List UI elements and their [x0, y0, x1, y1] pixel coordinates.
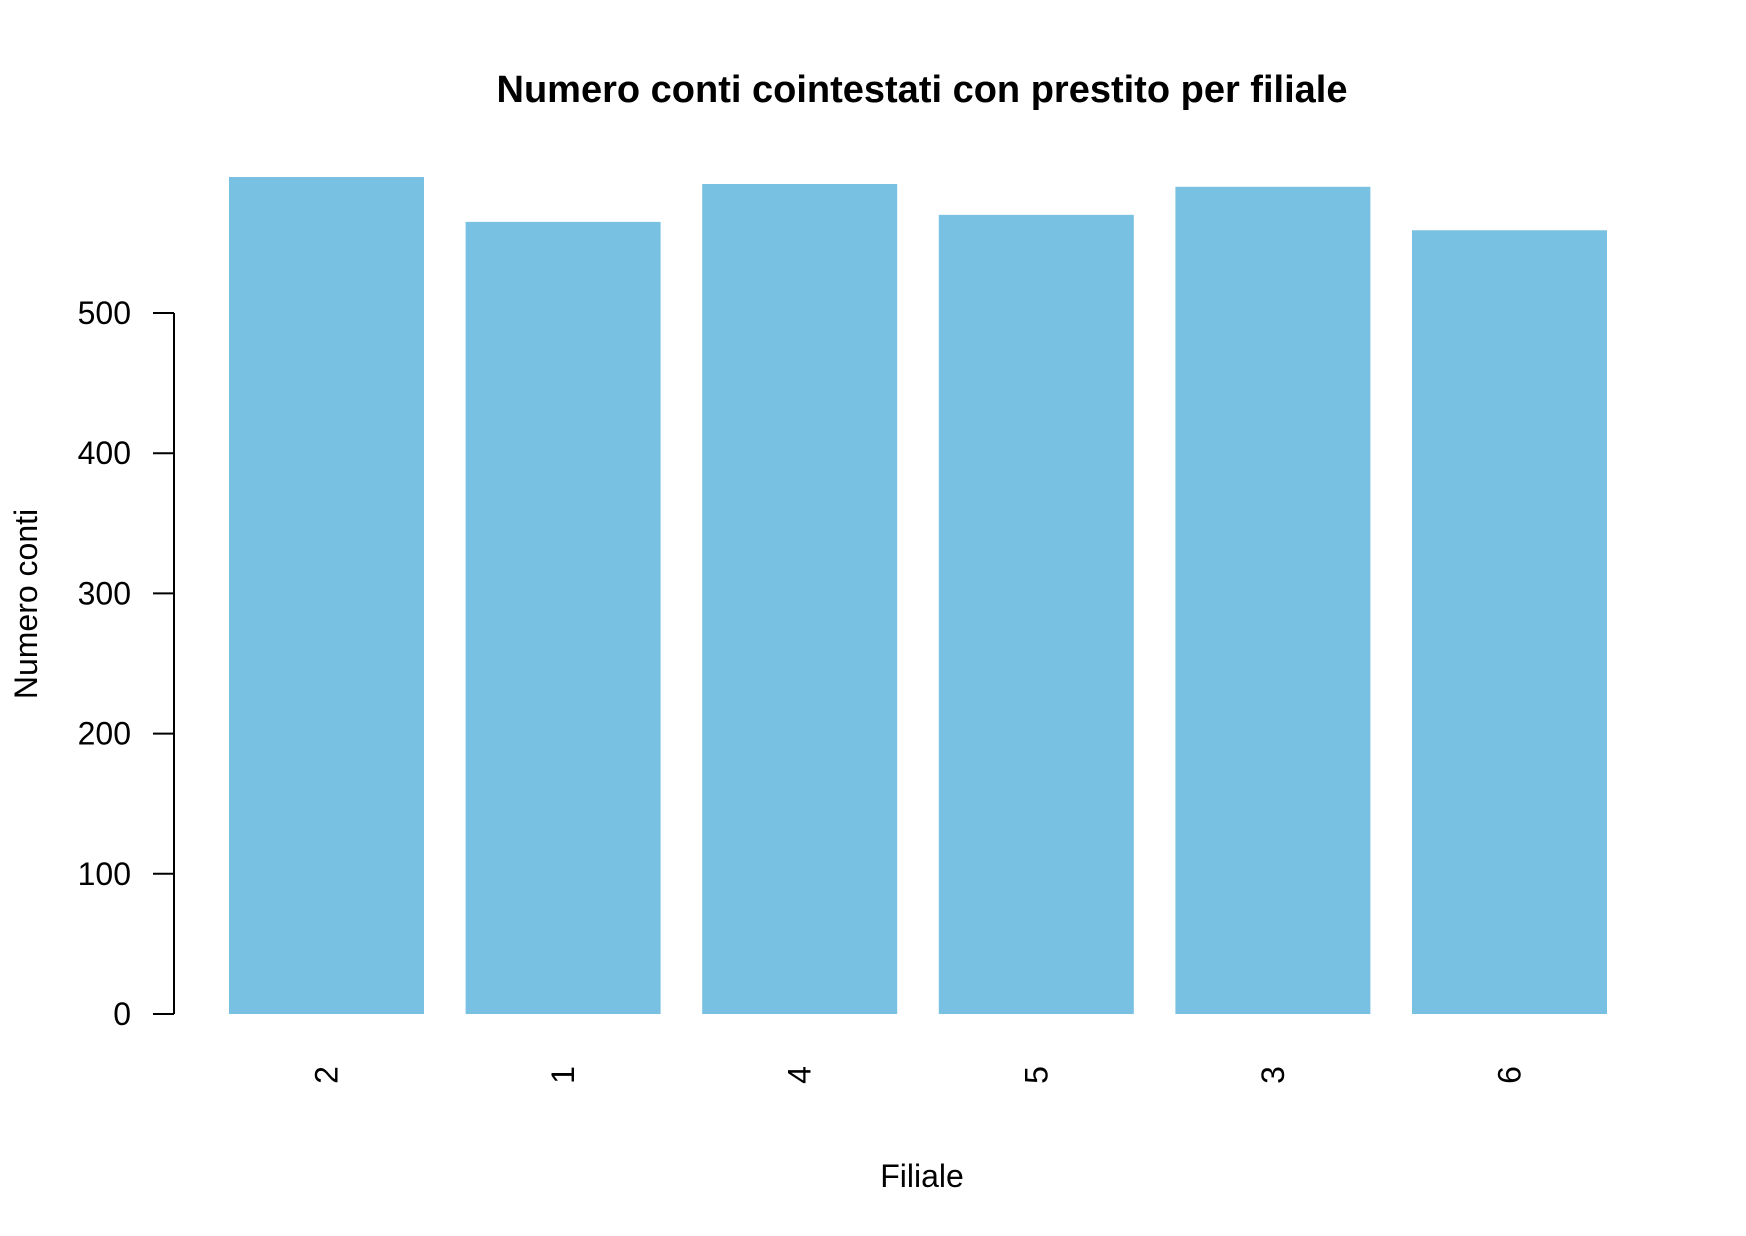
- y-tick-label: 400: [78, 435, 131, 471]
- x-tick-label: 2: [309, 1066, 345, 1084]
- bar-filiale-4: [702, 184, 898, 1015]
- y-tick-label: 0: [113, 996, 131, 1032]
- bar-filiale-6: [1412, 230, 1607, 1015]
- x-axis-label: Filiale: [880, 1158, 964, 1194]
- y-tick-label: 100: [78, 856, 131, 892]
- bar-filiale-3: [1175, 186, 1371, 1014]
- x-tick-label: 1: [545, 1066, 581, 1084]
- bar-filiale-2: [229, 177, 424, 1015]
- x-tick-label: 5: [1018, 1066, 1054, 1084]
- x-tick-label: 6: [1492, 1066, 1528, 1084]
- bar-filiale-1: [465, 221, 661, 1014]
- bars: [229, 177, 1607, 1015]
- y-tick-label: 200: [78, 716, 131, 752]
- y-axis-label: Numero conti: [8, 509, 44, 699]
- bar-filiale-5: [938, 214, 1134, 1015]
- y-tick-label: 500: [78, 295, 131, 331]
- y-ticks: 0 100 200 300 400 500: [78, 295, 174, 1032]
- x-tick-labels: 2 1 4 5 3 6: [309, 1066, 1528, 1084]
- x-tick-label: 3: [1255, 1066, 1291, 1084]
- chart-title: Numero conti cointestati con prestito pe…: [497, 69, 1348, 111]
- x-tick-label: 4: [782, 1066, 818, 1084]
- y-tick-label: 300: [78, 575, 131, 611]
